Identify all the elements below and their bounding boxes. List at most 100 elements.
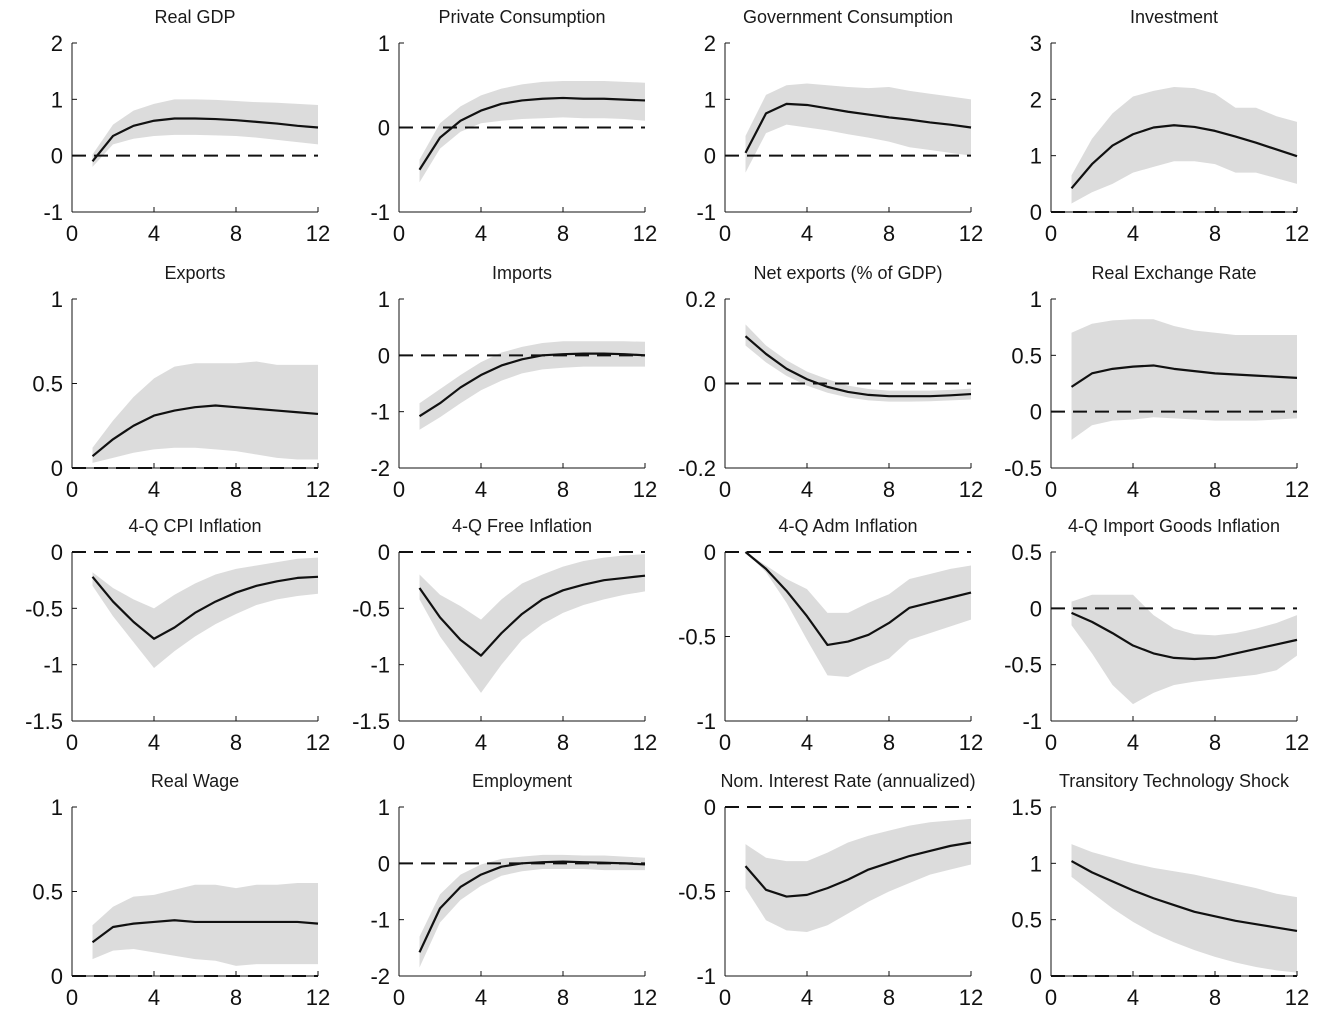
x-tick-label: 12	[959, 730, 983, 755]
panel-title: Real GDP	[154, 7, 235, 27]
y-tick-label: -1	[696, 200, 716, 225]
response-line	[91, 117, 319, 162]
x-tick-label: 8	[883, 985, 895, 1010]
confidence-band	[745, 324, 971, 402]
x-tick-label: 0	[66, 730, 78, 755]
panel-6: Imports -2 -1 0 1 0 4 8 12	[370, 263, 657, 502]
panel-title: Exports	[164, 263, 225, 283]
y-tick-label: 1	[1030, 287, 1042, 312]
x-tick-label: 0	[719, 730, 731, 755]
confidence-band	[745, 552, 971, 678]
response-line	[744, 335, 972, 398]
x-tick-label: 8	[230, 477, 242, 502]
y-tick-label: 1	[378, 31, 390, 56]
confidence-band	[1071, 86, 1297, 204]
panel-title: Private Consumption	[438, 7, 605, 27]
y-tick-label: 0	[378, 343, 390, 368]
x-tick-label: 12	[1285, 730, 1309, 755]
y-tick-label: 2	[1030, 87, 1042, 112]
y-tick-label: 1	[1030, 144, 1042, 169]
x-tick-label: 4	[148, 221, 160, 246]
response-line	[418, 352, 646, 418]
x-tick-label: 0	[719, 221, 731, 246]
y-tick-label: 0	[1030, 596, 1042, 621]
x-tick-label: 0	[393, 477, 405, 502]
confidence-band	[419, 81, 645, 183]
response-line	[744, 841, 972, 898]
y-tick-label: 0	[1030, 400, 1042, 425]
panel-16: Transitory Technology Shock 0 0.5 1 1.5 0 4 8 12	[1011, 771, 1309, 1010]
response-line	[1070, 124, 1298, 190]
x-tick-label: 8	[1209, 477, 1221, 502]
confidence-band	[1071, 319, 1297, 440]
y-tick-label: -1.5	[25, 709, 63, 734]
y-tick-label: 2	[704, 31, 716, 56]
y-tick-label: -0.2	[678, 456, 716, 481]
panel-title: Investment	[1130, 7, 1218, 27]
x-tick-label: 12	[633, 985, 657, 1010]
y-tick-label: 2	[51, 31, 63, 56]
x-tick-label: 4	[148, 730, 160, 755]
y-tick-label: 0	[704, 795, 716, 820]
x-tick-label: 12	[959, 477, 983, 502]
confidence-band	[419, 554, 645, 693]
y-tick-label: 0.5	[32, 880, 63, 905]
y-tick-label: -1	[43, 653, 63, 678]
confidence-band	[1071, 594, 1297, 705]
response-line	[418, 574, 646, 657]
panel-title: Nom. Interest Rate (annualized)	[720, 771, 975, 791]
panel-15: Nom. Interest Rate (annualized) -1 -0.5 0 0 4…	[678, 771, 983, 1010]
panel-title: 4-Q Import Goods Inflation	[1068, 516, 1280, 536]
x-tick-label: 8	[557, 477, 569, 502]
x-tick-label: 8	[230, 730, 242, 755]
response-line	[1070, 364, 1298, 388]
confidence-band	[419, 341, 645, 430]
x-tick-label: 0	[393, 985, 405, 1010]
y-tick-label: 0.5	[32, 372, 63, 397]
x-tick-label: 4	[801, 221, 813, 246]
x-tick-label: 8	[1209, 985, 1221, 1010]
x-tick-label: 4	[475, 985, 487, 1010]
panel-title: Employment	[472, 771, 572, 791]
x-tick-label: 4	[148, 477, 160, 502]
confidence-band	[92, 557, 318, 669]
response-line	[91, 919, 319, 944]
y-tick-label: 1	[51, 87, 63, 112]
y-tick-label: 0	[704, 540, 716, 565]
y-tick-label: 1	[378, 287, 390, 312]
y-tick-label: 0.5	[1011, 343, 1042, 368]
x-tick-label: 4	[801, 730, 813, 755]
panel-9: 4-Q CPI Inflation -1.5 -1 -0.5 0 0 4 8 12	[25, 516, 330, 755]
y-tick-label: 0	[51, 456, 63, 481]
x-tick-label: 12	[306, 477, 330, 502]
x-tick-label: 0	[66, 221, 78, 246]
y-tick-label: 0	[51, 964, 63, 989]
x-tick-label: 0	[1045, 730, 1057, 755]
y-tick-label: 1	[51, 287, 63, 312]
y-tick-label: -2	[370, 456, 390, 481]
x-tick-label: 0	[393, 221, 405, 246]
y-tick-label: -2	[370, 964, 390, 989]
x-tick-label: 8	[230, 985, 242, 1010]
x-tick-label: 4	[1127, 985, 1139, 1010]
response-line	[1070, 860, 1298, 933]
y-tick-label: 0	[704, 372, 716, 397]
y-tick-label: 3	[1030, 31, 1042, 56]
y-tick-label: -0.5	[352, 596, 390, 621]
x-tick-label: 12	[1285, 221, 1309, 246]
x-tick-label: 0	[393, 730, 405, 755]
panel-title: Transitory Technology Shock	[1059, 771, 1290, 791]
y-tick-label: -0.5	[1004, 653, 1042, 678]
x-tick-label: 8	[883, 730, 895, 755]
x-tick-label: 4	[475, 221, 487, 246]
x-tick-label: 8	[557, 730, 569, 755]
x-tick-label: 4	[801, 985, 813, 1010]
y-tick-label: 0	[378, 116, 390, 141]
y-tick-label: -1	[696, 709, 716, 734]
x-tick-label: 12	[633, 730, 657, 755]
y-tick-label: -0.5	[25, 596, 63, 621]
panel-10: 4-Q Free Inflation -1.5 -1 -0.5 0 0 4 8 12	[352, 516, 657, 755]
confidence-band	[92, 361, 318, 463]
